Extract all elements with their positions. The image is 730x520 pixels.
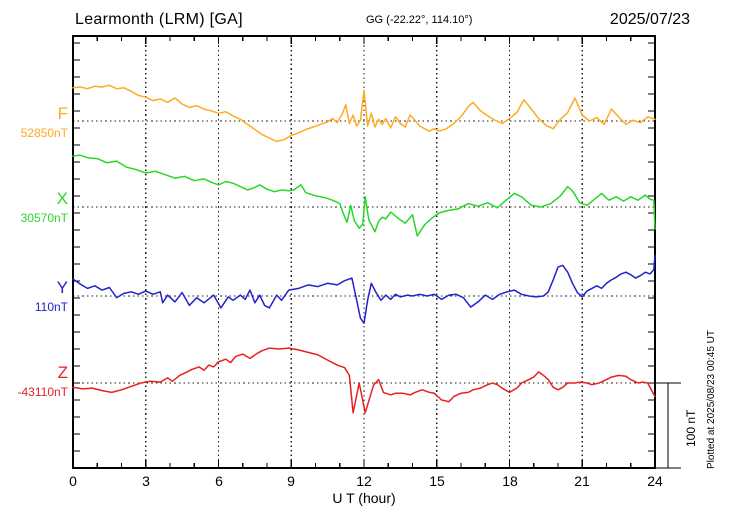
legend-z: Z -43110nT [4, 364, 68, 398]
series-y-base-value: 110nT [34, 300, 68, 314]
scale-bar-label: 100 nT [684, 409, 698, 447]
x-axis-title: U T (hour) [332, 490, 396, 506]
series-x-label: X [56, 189, 68, 208]
series-f-base-value: 52850nT [20, 126, 68, 140]
x-tick-label-18: 18 [502, 473, 518, 489]
legend-y: Y 110nT [4, 279, 68, 313]
x-tick-label-6: 6 [215, 473, 223, 489]
station-title: Learmonth (LRM) [GA] [75, 11, 243, 28]
trace-X [72, 154, 656, 237]
x-tick-label-15: 15 [429, 473, 445, 489]
x-tick-label-9: 9 [287, 473, 295, 489]
series-z-base-value: -43110nT [17, 385, 68, 399]
series-f-label: F [57, 104, 68, 123]
series-x-base-value: 30570nT [20, 211, 68, 225]
trace-Y [72, 254, 656, 324]
series-z-label: Z [57, 363, 68, 382]
legend-f: F 52850nT [4, 105, 68, 139]
plot-date: 2025/07/23 [609, 11, 690, 28]
x-tick-label-24: 24 [647, 473, 663, 489]
plotted-at-note: Plotted at 2025/08/23 00:45 UT [706, 330, 717, 469]
x-tick-label-3: 3 [142, 473, 150, 489]
geo-coordinates: GG (-22.22°, 114.10°) [366, 14, 473, 26]
x-tick-label-12: 12 [356, 473, 372, 489]
series-y-label: Y [56, 278, 68, 297]
trace-F [72, 84, 656, 143]
scale-bar [655, 382, 681, 469]
axis-ticks [72, 36, 656, 468]
x-tick-label-21: 21 [574, 473, 590, 489]
legend-x: X 30570nT [4, 190, 68, 224]
x-tick-label-0: 0 [69, 473, 77, 489]
trace-Z [72, 347, 656, 414]
